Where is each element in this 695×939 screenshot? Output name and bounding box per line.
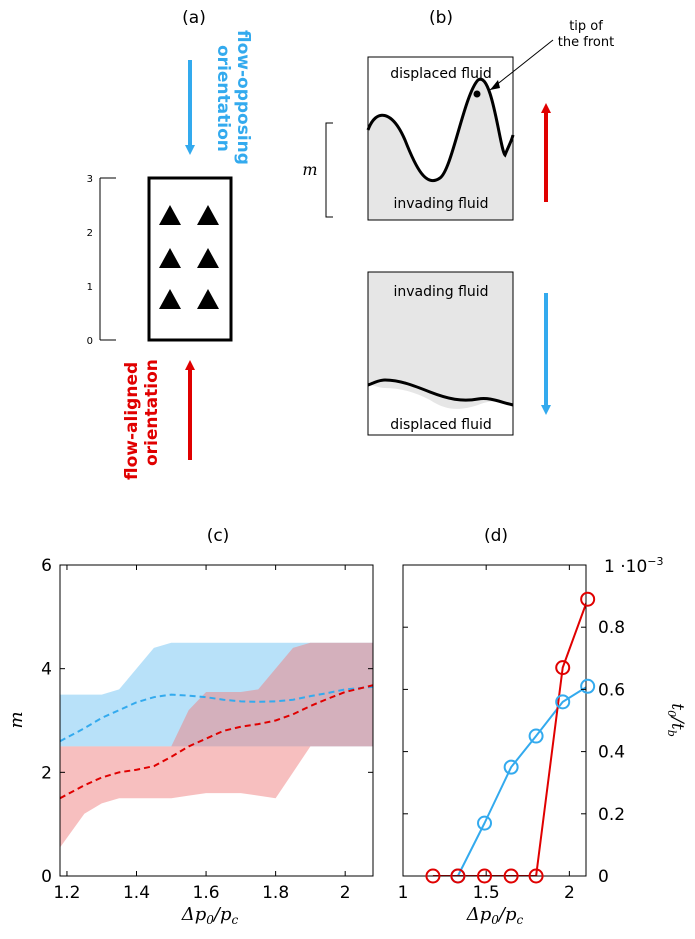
- series-0-mean-line: [60, 685, 373, 743]
- y-tick-label: 6: [41, 556, 52, 576]
- bottom-box-upper-label: invading fluid: [393, 284, 488, 300]
- panel-d-xlabel: Δp0/pc: [466, 904, 524, 927]
- triangle-icon: [159, 248, 181, 268]
- ruler-label-1: 1: [87, 282, 93, 293]
- series-1-marker: [477, 868, 493, 884]
- panel-d-chart: (d) 1 1.5 2 0 0.2 0.4 0.6 0.8 Δp0/pc 1 ·10−3 t0…: [398, 526, 687, 927]
- invading-region-bottom: [368, 272, 513, 409]
- sample-box: [147, 176, 233, 342]
- series-1-marker: [555, 660, 571, 676]
- series-1-marker: [528, 868, 544, 884]
- triangle-icon: [159, 205, 181, 225]
- ruler-label-0: 0: [87, 336, 93, 347]
- y-tick-label: 0.4: [598, 743, 625, 763]
- y-tick-label: 4: [41, 660, 52, 680]
- tip-label-2: the front: [558, 35, 614, 50]
- panel-d-ylabel: t0/tb: [665, 703, 687, 736]
- x-tick-label: 1.4: [123, 883, 150, 903]
- triangle-icon: [197, 205, 219, 225]
- panel-d-scale-note: 1 ·10−3: [604, 555, 663, 577]
- bottom-box: [367, 271, 514, 436]
- triangle-markers: [159, 205, 219, 309]
- m-label: m: [302, 160, 317, 179]
- series-0-line: [457, 686, 586, 876]
- flow-opposing-text-1: flow-opposing: [233, 30, 253, 165]
- x-tick-label: 1: [398, 883, 409, 903]
- series-1-mean-line: [60, 684, 373, 800]
- triangle-icon: [197, 289, 219, 309]
- panel-c-chart: (c) 1.2 1.4 1.6 1.8 2 0 2 4 6 Δp0/pc m: [6, 526, 374, 927]
- x-tick-label: 2: [340, 883, 351, 903]
- y-tick-label: 2: [41, 763, 52, 783]
- y-tick-label: 0: [41, 867, 52, 887]
- series-1-band: [60, 642, 373, 848]
- bottom-box-lower-label: displaced fluid: [390, 417, 492, 433]
- triangle-icon: [159, 289, 181, 309]
- series-1-marker: [450, 868, 466, 884]
- series-0-marker: [477, 815, 493, 831]
- x-tick-label: 1.8: [262, 883, 289, 903]
- panel-a-label: (a): [182, 8, 206, 28]
- front-curve-top: [366, 77, 515, 182]
- panel-c-xlabel: Δp0/pc: [181, 904, 239, 927]
- top-box-lower-label: invading fluid: [393, 196, 488, 212]
- panel-a: (a) flow-opposing orientation 0 1 2 3 fl…: [87, 8, 253, 480]
- invading-region-top: [368, 79, 513, 221]
- panel-c-frame: [59, 564, 374, 877]
- y-tick-label: 0: [598, 867, 609, 887]
- ruler-label-2: 2: [87, 228, 93, 239]
- panel-b-label: (b): [429, 8, 453, 28]
- tip-label-1: tip of: [569, 19, 603, 34]
- panel-c-ylabel: m: [6, 711, 27, 728]
- x-tick-label: 2: [564, 883, 575, 903]
- tip-pointer-line: [489, 39, 554, 91]
- ruler-label-3: 3: [87, 174, 93, 185]
- panel-b: (b) tip of the front displaced fluid inv…: [302, 8, 614, 436]
- x-tick-label: 1.6: [193, 883, 220, 903]
- top-box-upper-label: displaced fluid: [390, 66, 492, 82]
- series-0-marker: [580, 678, 596, 694]
- y-tick-label: 0.2: [598, 805, 625, 825]
- series-1-marker: [580, 591, 596, 607]
- panel-d-frame: [402, 564, 587, 877]
- flow-opposing-text-2: orientation: [213, 45, 233, 152]
- x-tick-label: 1.5: [473, 883, 500, 903]
- triangle-icon: [197, 248, 219, 268]
- tip-dot: [473, 90, 481, 98]
- flow-aligned-text-1: flow-aligned: [122, 362, 142, 480]
- front-curve-bottom: [367, 378, 514, 407]
- series-0-marker: [555, 694, 571, 710]
- m-bracket: [325, 122, 333, 218]
- y-tick-label: 0.6: [598, 680, 625, 700]
- flow-aligned-text-2: orientation: [142, 359, 162, 466]
- tip-pointer-arrowhead: [490, 80, 500, 90]
- series-0-marker: [528, 728, 544, 744]
- x-tick-label: 1.2: [53, 883, 80, 903]
- y-tick-label: 0.8: [598, 618, 625, 638]
- panel-d-label: (d): [484, 526, 508, 546]
- series-1-marker: [425, 868, 441, 884]
- panel-c-label: (c): [207, 526, 230, 546]
- series-1-marker: [503, 868, 519, 884]
- series-1-line: [432, 600, 586, 876]
- series-0-marker: [503, 759, 519, 775]
